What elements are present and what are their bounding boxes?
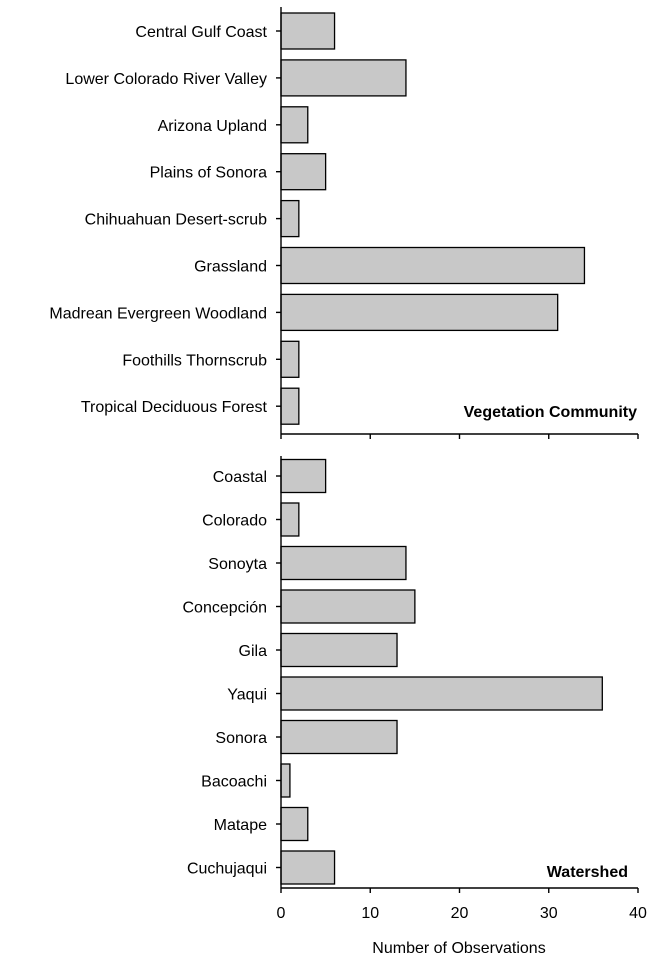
- veg-category-label: Plains of Sonora: [150, 165, 268, 182]
- ws-bar-matape: [280, 806, 309, 842]
- x-axis-title: Number of Observations: [372, 940, 545, 957]
- veg-category-label: Arizona Upland: [158, 118, 267, 135]
- veg-category-label: Tropical Deciduous Forest: [81, 399, 268, 416]
- ws-bar-coastal: [280, 458, 327, 494]
- veg-category-label: Central Gulf Coast: [135, 24, 267, 41]
- ws-bar-bacoachi: [280, 763, 291, 798]
- veg-category-label: Madrean Evergreen Woodland: [49, 305, 267, 322]
- veg-category-label: Grassland: [194, 259, 267, 276]
- x-tick-label: 40: [629, 905, 647, 922]
- ws-category-label: Sonora: [215, 730, 267, 747]
- ws-category-label: Colorado: [202, 513, 267, 530]
- veg-category-label: Chihuahuan Desert-scrub: [85, 212, 267, 229]
- ws-bar-yaqui: [280, 676, 603, 711]
- veg-category-label: Foothills Thornscrub: [122, 352, 267, 369]
- ws-category-label: Coastal: [213, 469, 267, 486]
- ws-category-label: Sonoyta: [208, 556, 267, 573]
- veg-bar-plains-of-sonora: [280, 153, 327, 191]
- watershed-panel-title: Watershed: [547, 864, 628, 881]
- x-tick-label: 30: [540, 905, 558, 922]
- veg-category-label: Lower Colorado River Valley: [65, 71, 267, 88]
- x-tick-label: 20: [451, 905, 469, 922]
- veg-bar-foothills-thornscrub: [280, 340, 300, 378]
- ws-bar-gila: [280, 632, 398, 668]
- veg-bar-central-gulf-coast: [280, 12, 336, 50]
- veg-bar-grassland: [280, 246, 586, 285]
- watershed-panel: Coastal Colorado Sonoyta Concepción Gila Yaqu…: [183, 456, 647, 957]
- ws-category-label: Yaqui: [227, 687, 267, 704]
- veg-bar-lower-colorado-river-valley: [280, 59, 407, 97]
- ws-category-label: Matape: [214, 817, 267, 834]
- vegetation-panel: Central Gulf Coast Lower Colorado River V…: [49, 7, 639, 439]
- veg-bar-madrean-evergreen-woodland: [280, 293, 559, 332]
- ws-category-label: Cuchujaqui: [187, 861, 267, 878]
- ws-bar-cuchujaqui: [280, 850, 336, 885]
- ws-bar-concepcion: [280, 589, 416, 624]
- ws-bar-sonoyta: [280, 545, 407, 581]
- vegetation-panel-title: Vegetation Community: [464, 404, 637, 421]
- ws-category-label: Bacoachi: [201, 774, 267, 791]
- ws-category-label: Gila: [239, 643, 268, 660]
- ws-bar-sonora: [280, 719, 398, 755]
- x-tick-label: 0: [277, 905, 286, 922]
- veg-bar-arizona-upland: [280, 106, 309, 144]
- veg-bar-tropical-deciduous-forest: [280, 387, 300, 425]
- ws-category-label: Concepción: [183, 600, 268, 617]
- x-tick-label: 10: [361, 905, 379, 922]
- ws-bar-colorado: [280, 502, 300, 537]
- veg-bar-chihuahuan-desert-scrub: [280, 199, 300, 238]
